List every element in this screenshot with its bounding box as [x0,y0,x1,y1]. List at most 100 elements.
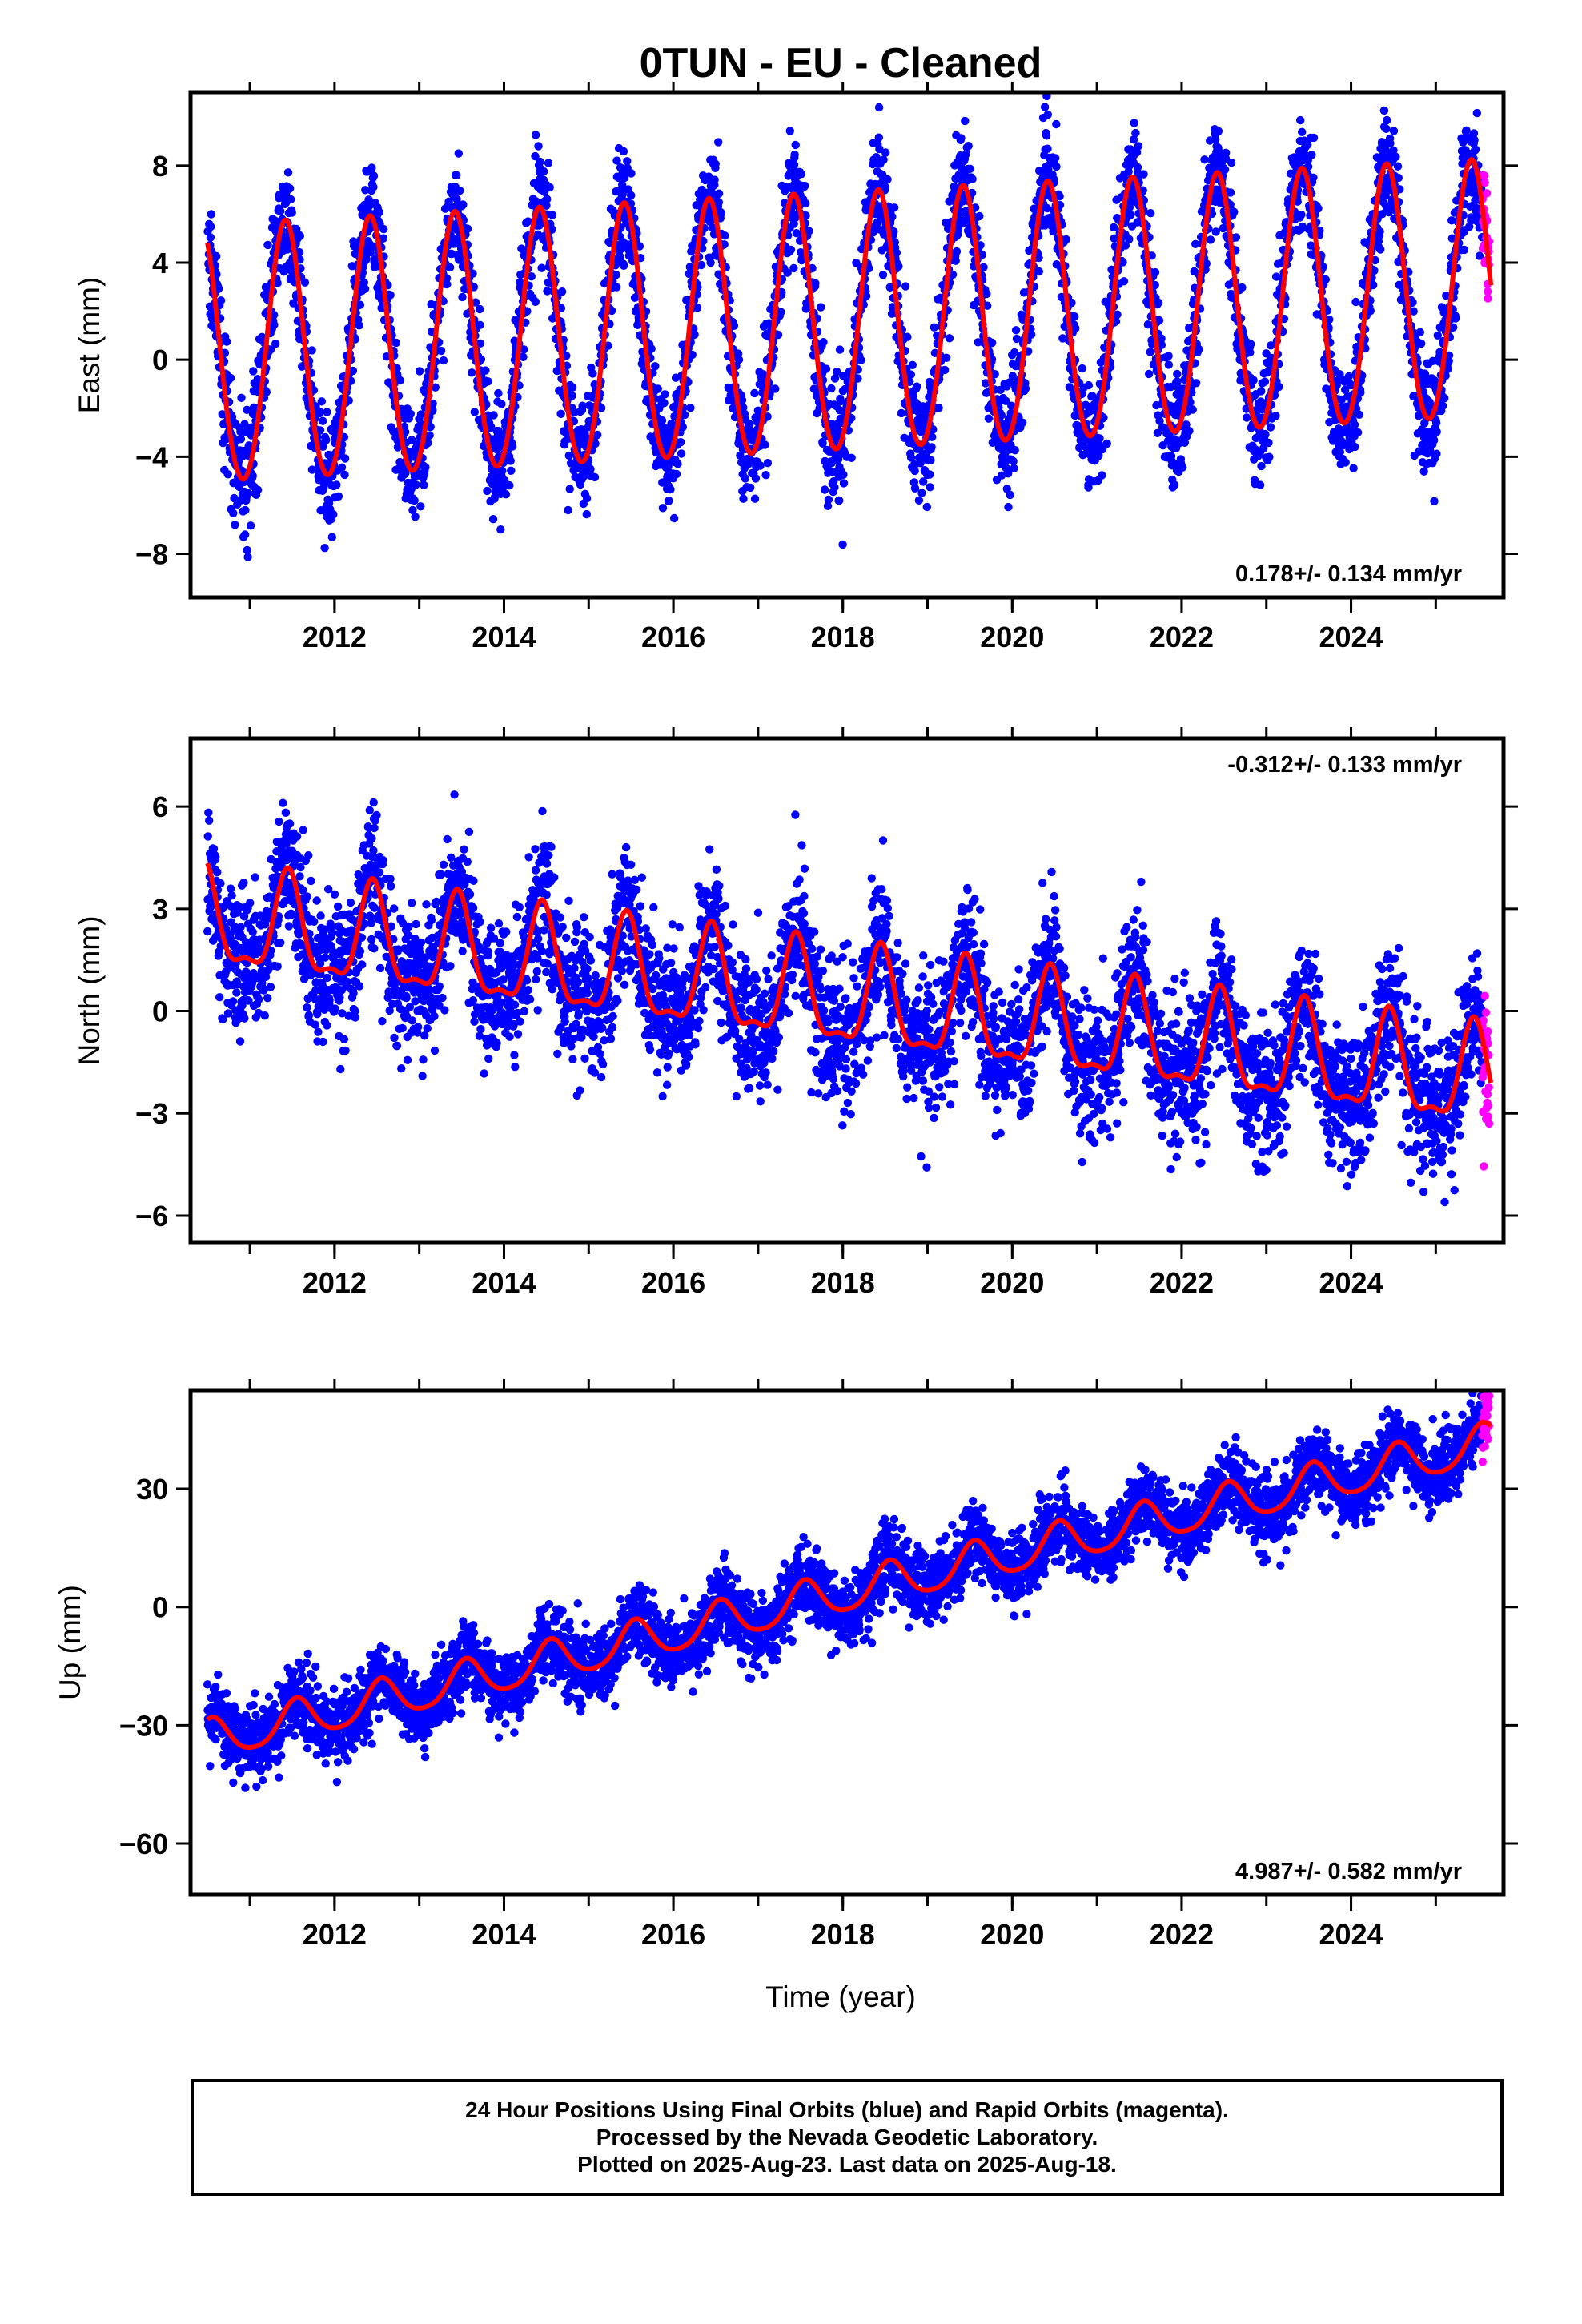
final-orbit-point [894,262,903,271]
figure-title: 0TUN - EU - Cleaned [640,40,1042,86]
final-orbit-point [751,474,761,483]
final-orbit-point [211,853,220,862]
final-orbit-point [320,544,329,553]
final-orbit-point [519,352,528,361]
final-orbit-point [1383,115,1391,125]
final-orbit-point [1109,223,1118,232]
final-orbit-point [1042,203,1052,213]
final-orbit-point [287,195,295,204]
final-orbit-point [307,465,317,474]
final-orbit-point [454,149,463,158]
final-orbit-point [340,470,349,480]
final-orbit-point [952,247,962,256]
final-orbit-point [596,404,606,412]
final-orbit-point [1378,210,1387,219]
final-orbit-point [1178,463,1187,472]
final-orbit-point [982,289,991,299]
final-orbit-point [456,186,464,195]
final-orbit-point [1315,226,1324,235]
final-orbit-point [505,480,514,490]
final-orbit-point [203,927,212,936]
final-orbit-point [507,466,516,475]
final-orbit-point [1309,173,1318,182]
final-orbit-point [623,157,632,166]
final-orbit-point [229,509,238,517]
final-orbit-point [913,382,921,391]
final-orbit-point [273,279,282,287]
final-orbit-point [319,442,327,451]
final-orbit-point [711,159,720,168]
final-orbit-point [534,142,543,151]
y-tick-label: 8 [152,150,168,183]
final-orbit-point [1214,127,1223,135]
final-orbit-point [1170,480,1179,489]
x-tick-label: 2012 [303,621,367,653]
final-orbit-point [362,255,371,263]
final-orbit-point [1430,497,1439,505]
final-orbit-point [1107,265,1116,274]
final-orbit-point [888,212,897,221]
final-orbit-point [249,367,258,376]
final-orbit-point [489,411,498,420]
final-orbit-point [962,150,971,159]
final-orbit-point [619,147,628,156]
final-orbit-point [805,227,813,235]
final-orbit-point [1131,128,1140,138]
final-orbit-point [771,384,780,393]
final-orbit-point [379,224,388,234]
final-orbit-point [248,472,257,480]
final-orbit-point [688,350,697,360]
final-orbit-point [1040,103,1050,111]
final-orbit-point [1157,340,1166,349]
final-orbit-point [424,439,432,448]
final-orbit-point [564,451,573,460]
final-orbit-point [1220,165,1230,174]
final-orbit-point [874,133,884,142]
final-orbit-point [966,164,974,173]
final-orbit-point [439,356,448,365]
final-orbit-point [348,366,358,376]
final-orbit-point [327,533,336,541]
final-orbit-point [865,263,873,273]
final-orbit-point [1006,490,1014,500]
final-orbit-point [536,157,544,167]
final-orbit-point [926,470,934,479]
final-orbit-point [1394,173,1403,183]
final-orbit-point [1010,348,1019,357]
final-orbit-point [1173,369,1182,379]
final-orbit-point [524,217,532,226]
final-orbit-point [673,460,682,468]
final-orbit-point [906,370,916,379]
final-orbit-point [1309,133,1319,143]
final-orbit-point [1296,115,1305,125]
final-orbit-point [954,174,964,183]
final-orbit-point [1226,188,1235,197]
final-orbit-point [1297,210,1306,219]
final-orbit-point [203,832,212,841]
final-orbit-point [612,271,620,279]
final-orbit-point [1008,372,1018,380]
final-orbit-point [300,278,310,287]
final-orbit-point [1180,438,1190,447]
final-orbit-point [997,411,1006,420]
final-orbit-point [948,270,958,279]
final-orbit-point [317,397,326,406]
final-orbit-point [1207,209,1217,219]
final-orbit-point [1271,412,1280,420]
final-orbit-point [729,321,739,330]
final-orbit-point [1211,227,1220,236]
final-orbit-point [827,384,836,393]
final-orbit-point [218,410,227,419]
final-orbit-point [1094,451,1103,460]
final-orbit-point [408,505,417,515]
final-orbit-point [1164,352,1173,360]
final-orbit-point [657,416,667,425]
final-orbit-point [996,385,1005,394]
final-orbit-point [717,209,726,218]
final-orbit-point [801,181,809,191]
final-orbit-point [661,390,669,399]
final-orbit-point [1182,420,1191,429]
final-orbit-point [271,340,280,348]
final-orbit-point [1303,162,1313,171]
final-orbit-point [1366,307,1375,316]
